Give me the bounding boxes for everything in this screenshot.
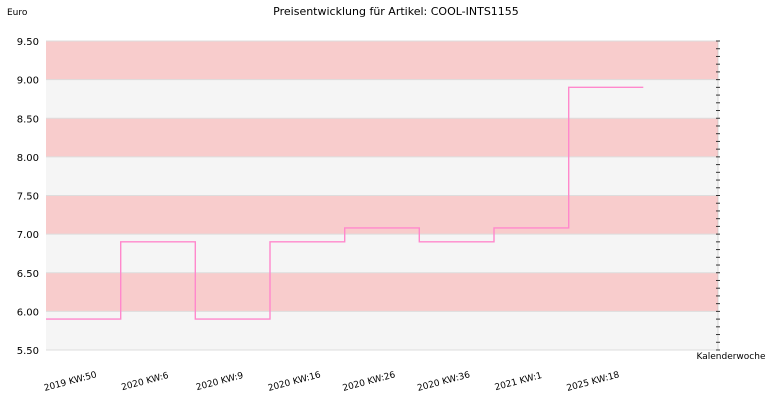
y-axis: 5.50 6.00 6.50 7.00 7.50 8.00 8.50 9.00 9.50 — [17, 37, 39, 357]
x-tick-label: 2021 KW:1 — [494, 371, 543, 393]
y-tick-label: 6.50 — [17, 269, 39, 280]
x-tick-label: 2020 KW:9 — [195, 371, 245, 393]
plot-band — [46, 118, 718, 157]
plot-band — [46, 311, 718, 350]
y-tick-label: 8.00 — [17, 153, 39, 164]
y-tick-label: 7.00 — [17, 230, 39, 241]
plot-band — [46, 79, 718, 119]
y-tick-label: 8.50 — [17, 114, 39, 125]
y-axis-label: Euro — [7, 8, 28, 18]
x-tick-label: 2020 KW:26 — [342, 370, 397, 394]
plot-band — [46, 272, 718, 312]
y-tick-label: 9.50 — [17, 37, 39, 48]
plot-band — [46, 156, 718, 196]
grid-lines — [46, 40, 718, 351]
x-axis-label: Kalenderwoche — [696, 352, 765, 362]
right-minor-ticks — [716, 40, 720, 351]
x-tick-label: 2025 KW:18 — [566, 370, 621, 394]
x-tick-label: 2020 KW:16 — [267, 370, 322, 394]
y-tick-label: 7.50 — [17, 192, 39, 203]
x-tick-label: 2019 KW:50 — [43, 370, 98, 394]
price-series-line — [46, 86, 644, 320]
x-tick-label: 2020 KW:36 — [416, 370, 471, 394]
plot-band — [46, 41, 718, 80]
plot-bands — [46, 41, 718, 350]
y-tick-label: 9.00 — [17, 76, 39, 87]
y-tick-label: 5.50 — [17, 346, 39, 357]
chart-title: Preisentwicklung für Artikel: COOL-INTS1… — [273, 5, 519, 18]
plot-band — [46, 234, 718, 273]
x-tick-label: 2020 KW:6 — [120, 371, 170, 393]
y-tick-label: 6.00 — [17, 307, 39, 318]
x-axis: 2019 KW:50 2020 KW:6 2020 KW:9 2020 KW:16 20… — [43, 370, 621, 394]
